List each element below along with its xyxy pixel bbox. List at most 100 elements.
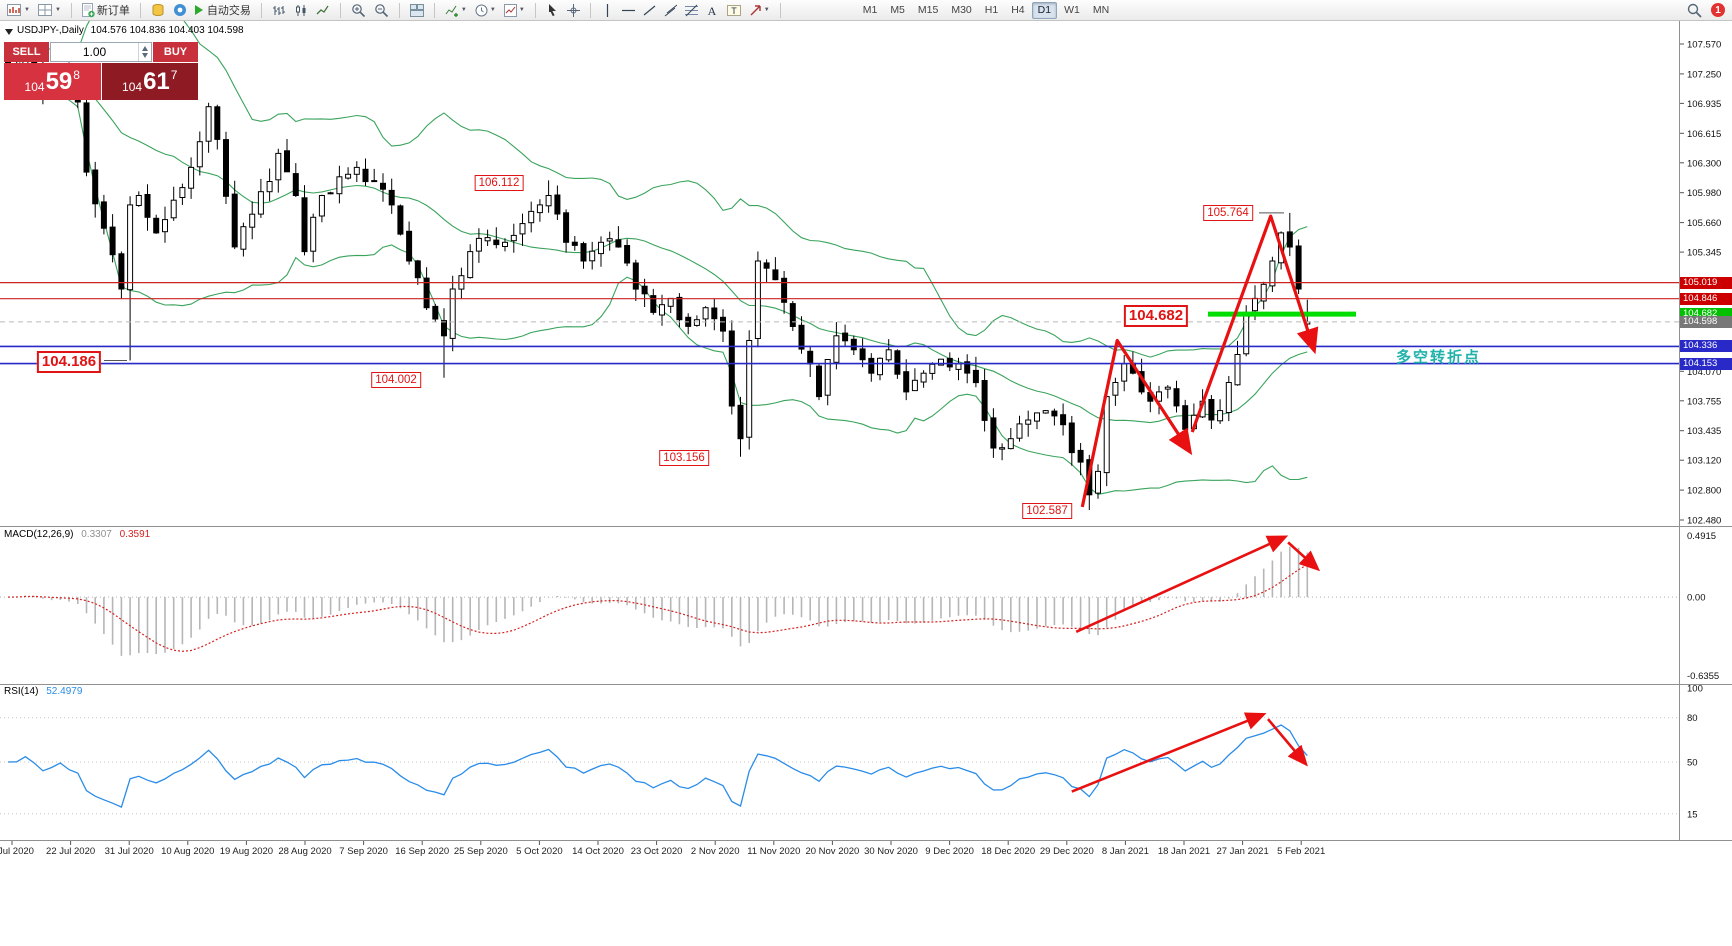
new-order-button[interactable]: 新订单 (78, 1, 134, 20)
timeframe-button-w1[interactable]: W1 (1064, 4, 1080, 16)
svg-text:23 Oct 2020: 23 Oct 2020 (631, 846, 683, 857)
candlestick-mode-button[interactable] (290, 1, 312, 20)
text-tool-button[interactable]: A (702, 1, 723, 20)
horizontal-line-tool-button[interactable] (618, 1, 639, 20)
periods-button[interactable]: ▼ (471, 1, 500, 20)
buy-price-box[interactable]: 104 61 7 (101, 63, 198, 100)
timeframe-button-m5[interactable]: M5 (890, 4, 905, 16)
candlestick-icon (294, 4, 308, 17)
svg-text:A: A (708, 4, 717, 17)
timeframe-button-h1[interactable]: H1 (984, 4, 999, 16)
svg-text:105.345: 105.345 (1687, 248, 1721, 259)
toolbar-separator (589, 2, 591, 18)
cursor-icon (547, 3, 558, 17)
one-click-panel-toggle[interactable] (5, 29, 13, 35)
new-chart-icon (7, 3, 22, 17)
svg-text:106.935: 106.935 (1687, 99, 1721, 110)
trendline-tool-button[interactable] (639, 1, 660, 20)
svg-text:106.615: 106.615 (1687, 129, 1721, 140)
timeframe-button-m30[interactable]: M30 (951, 4, 972, 16)
zoom-in-button[interactable] (347, 1, 370, 20)
text-label-tool-button[interactable]: T (723, 1, 745, 20)
cursor-button[interactable] (542, 1, 563, 20)
trend-arrow[interactable] (1080, 338, 1193, 508)
svg-text:103.120: 103.120 (1687, 456, 1721, 467)
profiles-icon (37, 3, 53, 17)
svg-text:0.4915: 0.4915 (1687, 531, 1716, 542)
volume-decrease-button[interactable] (142, 53, 148, 58)
new-chart-button[interactable]: ▼ (3, 1, 34, 20)
volume-spinner[interactable]: 1.00 (50, 42, 152, 62)
volume-value[interactable]: 1.00 (82, 45, 107, 59)
fibonacci-tool-button[interactable] (681, 1, 702, 20)
new-order-label: 新订单 (96, 5, 130, 17)
templates-button[interactable]: ▼ (500, 1, 529, 20)
auto-trading-button[interactable]: 自动交易 (191, 1, 255, 20)
toolbar-separator (779, 2, 781, 18)
macd-histogram (15, 546, 1309, 656)
zoom-in-icon (351, 3, 366, 18)
history-center-button[interactable] (147, 1, 169, 20)
text-label-icon: T (726, 4, 741, 17)
timeframe-button-m15[interactable]: M15 (917, 4, 939, 16)
crosshair-button[interactable] (563, 1, 584, 20)
bar-chart-mode-button[interactable] (268, 1, 290, 20)
sell-price-big: 59 (45, 67, 73, 95)
history-center-icon (151, 3, 165, 17)
toolbar-separator (260, 2, 262, 18)
svg-text:9 Dec 2020: 9 Dec 2020 (925, 846, 974, 857)
auto-trading-label: 自动交易 (206, 5, 251, 17)
arrows-tool-button[interactable]: ▼ (745, 1, 774, 20)
timeframe-button-m1[interactable]: M1 (862, 4, 878, 16)
trend-arrow[interactable] (1075, 535, 1289, 633)
tile-windows-button[interactable] (406, 1, 428, 20)
svg-text:11 Nov 2020: 11 Nov 2020 (747, 846, 800, 857)
svg-text:2 Nov 2020: 2 Nov 2020 (691, 846, 740, 857)
trend-arrow[interactable] (1071, 712, 1267, 793)
search-button[interactable] (1683, 1, 1706, 20)
trend-arrow[interactable] (1287, 541, 1321, 572)
community-button[interactable] (169, 1, 191, 20)
profiles-button[interactable]: ▼ (34, 1, 65, 20)
svg-text:102.800: 102.800 (1687, 486, 1721, 497)
zoom-out-button[interactable] (370, 1, 393, 20)
svg-text:3 Jul 2020: 3 Jul 2020 (0, 846, 34, 857)
timeframe-button-h4[interactable]: H4 (1011, 4, 1025, 16)
indicators-button[interactable]: ▼ (441, 1, 471, 20)
rsi-panel (0, 712, 1680, 815)
sell-price-pip: 8 (73, 68, 80, 82)
svg-text:30 Nov 2020: 30 Nov 2020 (864, 846, 918, 857)
svg-text:14 Oct 2020: 14 Oct 2020 (572, 846, 624, 857)
buy-button[interactable]: BUY (153, 42, 198, 62)
channel-icon (664, 4, 677, 17)
trend-arrow[interactable] (1267, 718, 1308, 767)
one-click-trading-panel: SELL 1.00 BUY 104 59 8 104 (4, 42, 198, 100)
volume-increase-button[interactable] (142, 46, 148, 51)
vertical-line-tool-button[interactable] (597, 1, 618, 20)
timeframe-button-d1[interactable]: D1 (1031, 1, 1058, 19)
clock-icon (475, 4, 488, 17)
timeframe-button-mn[interactable]: MN (1092, 4, 1110, 16)
callout-connectors (104, 212, 1284, 361)
arrow-tool-icon (749, 4, 762, 17)
channel-tool-button[interactable] (660, 1, 681, 20)
toolbar-separator (433, 2, 435, 18)
level-lines[interactable] (0, 282, 1680, 365)
svg-text:5 Oct 2020: 5 Oct 2020 (516, 846, 562, 857)
toolbar-right-group: 1 (1683, 1, 1729, 20)
play-icon (194, 5, 203, 15)
trendline-icon (643, 4, 656, 17)
chevron-down-icon: ▼ (460, 7, 467, 13)
rsi-axis-labels: 100 80 50 15 (1687, 684, 1703, 821)
macd-axis-labels: 0.4915 0.00 -0.6355 (1687, 531, 1719, 682)
rsi-line (7, 724, 1308, 808)
sell-price-box[interactable]: 104 59 8 (4, 63, 101, 100)
price-axis-ticks: 107.570 107.250 106.935 106.615 106.300 105.9… (1680, 40, 1721, 527)
svg-text:80: 80 (1687, 713, 1698, 724)
notification-badge[interactable]: 1 (1711, 3, 1725, 17)
trend-arrow[interactable] (1190, 214, 1319, 433)
line-chart-mode-button[interactable] (312, 1, 334, 20)
panel-separators (0, 21, 1732, 841)
sell-button[interactable]: SELL (4, 42, 49, 62)
